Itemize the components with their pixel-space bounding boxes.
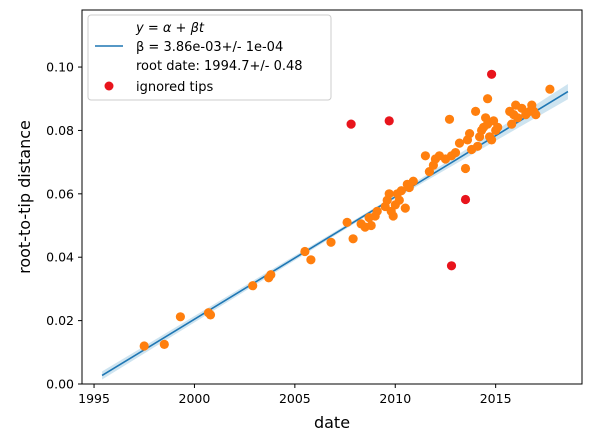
ignored-tip-point <box>487 69 497 79</box>
legend-beta: β = 3.86e-03+/- 1e-04 <box>136 40 283 55</box>
tip-point <box>473 141 483 151</box>
y-tick-label: 0.00 <box>46 377 74 392</box>
tip-point <box>471 106 481 116</box>
tip-point <box>545 84 555 94</box>
tip-point <box>175 312 185 322</box>
tip-point <box>248 281 258 291</box>
confidence-band <box>102 84 568 380</box>
tip-point <box>205 310 216 320</box>
y-tick-label: 0.02 <box>46 313 74 328</box>
tip-point <box>326 237 336 247</box>
legend-equation: y = α + βt <box>135 21 205 36</box>
ignored-tip-point <box>384 116 394 126</box>
tip-point <box>460 163 471 174</box>
y-tick-label: 0.06 <box>46 186 74 201</box>
y-tick-label: 0.10 <box>46 60 74 75</box>
legend: y = α + βt β = 3.86e-03+/- 1e-04 root da… <box>87 14 332 101</box>
tip-point <box>394 195 404 205</box>
ignored-tip-point <box>346 119 356 129</box>
axes-frame <box>81 9 583 385</box>
tip-point <box>420 151 430 161</box>
confidence-band-group <box>102 84 568 380</box>
tip-point <box>454 138 465 148</box>
ignored-tip-point <box>460 194 471 205</box>
tip-point <box>400 203 410 213</box>
x-axis-title: date <box>314 413 350 432</box>
y-axis-title: root-to-tip distance <box>15 120 34 274</box>
x-tick-label: 2015 <box>480 391 512 406</box>
tip-point <box>139 341 149 351</box>
y-tick-label: 0.08 <box>46 123 74 138</box>
ignored-tip-point <box>446 261 457 271</box>
ignored-points-group <box>346 69 497 271</box>
ticks-group: 1995 2000 2005 2010 2015 0.00 0.02 0.04 0.06 0.08… <box>46 60 511 406</box>
tip-point <box>531 110 541 120</box>
tip-point <box>388 211 398 221</box>
tip-point <box>342 217 352 227</box>
x-tick-label: 2010 <box>379 391 411 406</box>
tip-point <box>465 129 475 139</box>
x-tick-label: 1995 <box>78 391 110 406</box>
tip-point <box>487 135 497 145</box>
tip-point <box>483 94 493 104</box>
x-tick-label: 2005 <box>279 391 311 406</box>
tip-point <box>159 339 169 349</box>
tip-point <box>396 186 406 196</box>
legend-ignored-swatch <box>104 81 114 91</box>
y-tick-label: 0.04 <box>46 250 74 265</box>
tip-point <box>513 113 523 123</box>
tip-point <box>306 255 316 265</box>
tip-point <box>450 148 461 158</box>
tip-point <box>408 176 418 186</box>
data-points-group <box>139 84 555 351</box>
tip-point <box>384 189 394 199</box>
tip-point <box>300 246 310 257</box>
x-tick-label: 2000 <box>179 391 211 406</box>
legend-box <box>87 14 332 101</box>
tip-point <box>348 234 358 244</box>
legend-ignored-tips: ignored tips <box>136 80 213 95</box>
tip-point <box>444 114 455 124</box>
tip-point <box>366 220 376 231</box>
legend-root-date: root date: 1994.7+/- 0.48 <box>136 59 303 74</box>
tip-point <box>372 206 382 216</box>
tip-point <box>266 270 276 280</box>
tip-point <box>507 119 517 129</box>
tip-point <box>493 122 503 132</box>
axes-group <box>81 9 583 385</box>
